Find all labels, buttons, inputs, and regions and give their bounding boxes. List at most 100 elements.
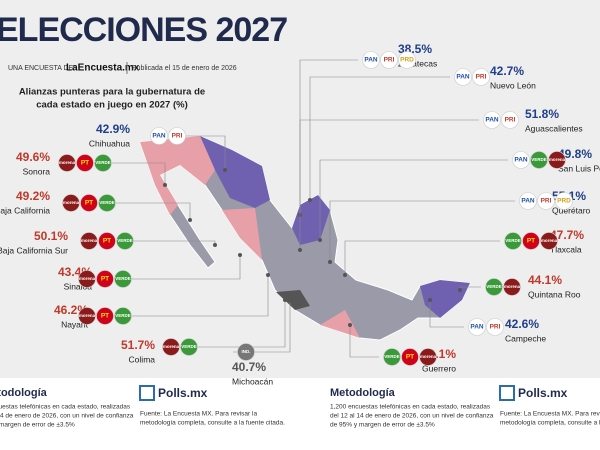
party-logo: [501, 111, 519, 129]
party-logo: [383, 348, 401, 366]
methodology-text: del 12 al 14 de enero de 2026, con un ni…: [0, 413, 134, 420]
party-label: PRI: [541, 198, 552, 205]
leader-line: [132, 275, 269, 317]
party-logo: [540, 232, 558, 250]
party-label: IND.: [242, 349, 251, 354]
state-percentage: 51.8%: [525, 107, 559, 121]
party-logo: [485, 278, 503, 296]
map-point: [298, 248, 302, 252]
party-label: morena: [63, 200, 80, 205]
party-logo: [62, 194, 80, 212]
state-percentage: 51.7%: [121, 338, 155, 352]
party-label: PT: [81, 160, 89, 167]
party-logo: [454, 68, 472, 86]
party-label: VERDE: [95, 160, 111, 165]
methodology-title: Metodología: [0, 387, 48, 399]
leader-line: [429, 300, 464, 328]
map-point: [266, 273, 270, 277]
party-logo: [116, 232, 134, 250]
party-logo: [76, 154, 94, 172]
leader-line: [319, 159, 508, 240]
map-point: [318, 238, 322, 242]
party-logo: [96, 307, 114, 325]
party-label: PAN: [456, 74, 470, 81]
party-label: PAN: [364, 57, 378, 64]
state-name: Quintana Roo: [528, 289, 581, 299]
subtitle: Alianzas punteras para la gubernatura de: [19, 87, 205, 98]
party-label: morena: [59, 160, 76, 165]
party-label: VERDE: [531, 157, 547, 162]
party-logo: [180, 338, 198, 356]
party-label: PRI: [505, 117, 516, 124]
party-label: morena: [81, 238, 98, 243]
methodology-text: 1,200 encuestas telefónicas en cada esta…: [0, 404, 131, 411]
party-label: PAN: [514, 157, 528, 164]
party-label: VERDE: [115, 313, 131, 318]
brand-icon: [139, 385, 155, 401]
party-logo: [530, 151, 548, 169]
party-label: morena: [549, 157, 566, 162]
title: ELECCIONES 2027: [0, 11, 287, 49]
state-name: Chihuahua: [89, 138, 130, 148]
map-point: [428, 298, 432, 302]
state-name: Guerrero: [422, 363, 456, 373]
party-label: PRD: [400, 57, 414, 64]
state-percentage: 44.1%: [528, 273, 562, 287]
party-label: VERDE: [181, 344, 197, 349]
map-point: [343, 273, 347, 277]
survey-brand: LaEncuesta.mx: [66, 63, 140, 74]
party-label: PAN: [485, 117, 499, 124]
party-label: PT: [406, 354, 414, 361]
party-label: PRI: [490, 324, 501, 331]
map-point: [223, 168, 227, 172]
state-percentage: 50.1%: [34, 229, 68, 243]
footer: Metodología 1,200 encuestas telefónicas …: [0, 385, 600, 429]
state-percentage: 42.6%: [505, 317, 539, 331]
party-label: VERDE: [117, 238, 133, 243]
leader-line: [112, 162, 166, 185]
methodology-title: Metodología: [330, 387, 396, 399]
state-name: Nayarit: [61, 319, 89, 329]
party-label: VERDE: [384, 354, 400, 359]
party-logo: [468, 318, 486, 336]
party-logo: [512, 151, 530, 169]
methodology-text: del 12 al 14 de enero de 2026, con un ni…: [330, 413, 494, 420]
party-label: morena: [504, 284, 521, 289]
state-percentage: 42.7%: [490, 64, 524, 78]
state-name: Baja California Sur: [0, 245, 68, 255]
map-point: [188, 218, 192, 222]
state-percentage: 42.9%: [96, 122, 130, 136]
state-percentage: 49.6%: [16, 150, 50, 164]
map-point: [308, 198, 312, 202]
party-logo: [78, 307, 96, 325]
leader-line: [299, 119, 479, 250]
party-logo: [98, 232, 116, 250]
party-logo: [162, 338, 180, 356]
state-percentage: 49.2%: [16, 189, 50, 203]
party-label: PT: [101, 313, 109, 320]
party-logo: [96, 270, 114, 288]
map-point: [288, 298, 292, 302]
party-logo: [168, 127, 186, 145]
methodology-text: de 95% y margen de error de ±3.5%: [0, 422, 75, 429]
map-point: [283, 298, 287, 302]
state-name: Nuevo León: [490, 80, 536, 90]
party-logo: [114, 307, 132, 325]
survey-prefix: UNA ENCUESTA DE:: [8, 65, 75, 72]
party-logo: [548, 151, 566, 169]
region-morena: [222, 208, 262, 260]
party-label: PRI: [172, 133, 183, 140]
leader-line: [309, 76, 450, 200]
party-logo: [504, 232, 522, 250]
party-logo: [537, 192, 555, 210]
party-logo: [483, 111, 501, 129]
published: Publicada el 15 de enero de 2026: [132, 65, 237, 72]
party-label: morena: [79, 313, 96, 318]
state-name: Tlaxcala: [550, 244, 582, 254]
source-text: metodología completa, consulte a la fuen…: [500, 420, 600, 427]
party-logo: [503, 278, 521, 296]
methodology-text: 1,200 encuestas telefónicas en cada esta…: [330, 404, 491, 411]
map-point: [213, 243, 217, 247]
state-name: San Luis Potosí: [558, 163, 600, 173]
